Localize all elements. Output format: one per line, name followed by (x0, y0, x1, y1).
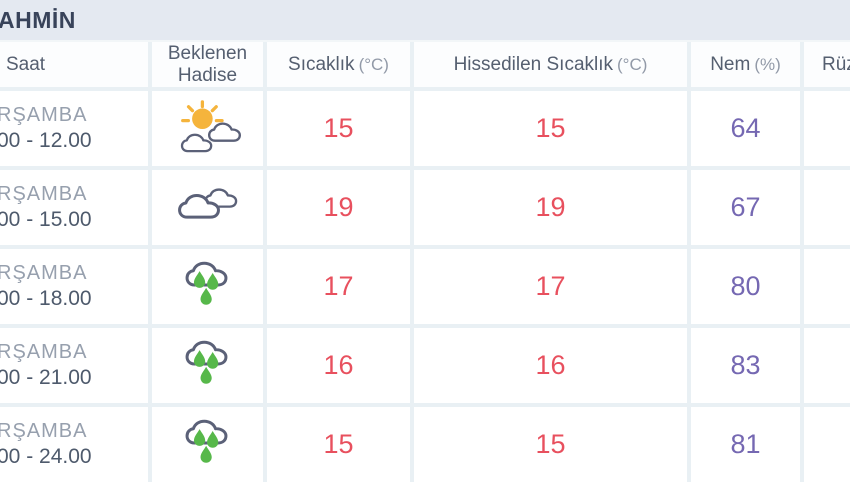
rain-icon (169, 258, 247, 316)
day-label: RŞAMBA (0, 341, 88, 363)
col-header-hissedilen: Hissedilen Sıcaklık (°C) (414, 42, 687, 87)
col-header-sicaklik-label: Sıcaklık (288, 53, 355, 75)
col-header-ruzgar-label: Rüz (822, 53, 850, 75)
temperature-value: 15 (267, 91, 410, 166)
title-band: AHMİN (0, 0, 850, 40)
humidity-value: 80 (691, 249, 800, 324)
wind-cell (804, 91, 850, 166)
page-title: AHMİN (0, 7, 76, 33)
partly-cloudy-icon (169, 100, 247, 158)
humidity-value: 83 (691, 328, 800, 403)
humidity-value: 81 (691, 407, 800, 482)
col-header-nem-label: Nem (710, 53, 751, 75)
feels-like-value: 15 (414, 407, 687, 482)
col-header-nem: Nem (%) (691, 42, 800, 87)
time-range: 00 - 21.00 (0, 366, 92, 389)
time-range: 00 - 24.00 (0, 445, 92, 468)
weather-icon-cell (152, 91, 263, 166)
temperature-value: 17 (267, 249, 410, 324)
temperature-value: 15 (267, 407, 410, 482)
time-range: 00 - 18.00 (0, 287, 92, 310)
temperature-value: 19 (267, 170, 410, 245)
weather-icon-cell (152, 170, 263, 245)
day-label: RŞAMBA (0, 183, 88, 205)
rain-icon (169, 416, 247, 474)
day-label: RŞAMBA (0, 262, 88, 284)
humidity-value: 64 (691, 91, 800, 166)
cloudy-icon (169, 179, 247, 237)
saat-cell: RŞAMBA 00 - 15.00 (0, 170, 148, 245)
col-header-nem-unit: (%) (754, 54, 781, 74)
day-label: RŞAMBA (0, 104, 88, 126)
saat-cell: RŞAMBA 00 - 18.00 (0, 249, 148, 324)
rain-icon (169, 337, 247, 395)
wind-cell (804, 170, 850, 245)
wind-cell (804, 407, 850, 482)
col-header-saat: Saat (0, 42, 148, 87)
humidity-value: 67 (691, 170, 800, 245)
forecast-table: Saat Beklenen Hadise Sıcaklık (°C) Hisse… (0, 42, 850, 482)
col-header-beklenen-hadise-label: Beklenen Hadise (167, 42, 248, 86)
day-label: RŞAMBA (0, 420, 88, 442)
feels-like-value: 15 (414, 91, 687, 166)
col-header-hissedilen-label: Hissedilen Sıcaklık (453, 53, 614, 75)
feels-like-value: 19 (414, 170, 687, 245)
weather-icon-cell (152, 328, 263, 403)
col-header-hissedilen-unit: (°C) (617, 54, 648, 74)
col-header-beklenen-hadise: Beklenen Hadise (152, 42, 263, 87)
saat-cell: RŞAMBA 00 - 21.00 (0, 328, 148, 403)
col-header-saat-label: Saat (6, 53, 46, 75)
weather-icon-cell (152, 407, 263, 482)
col-header-sicaklik: Sıcaklık (°C) (267, 42, 410, 87)
saat-cell: RŞAMBA 00 - 12.00 (0, 91, 148, 166)
feels-like-value: 16 (414, 328, 687, 403)
weather-icon-cell (152, 249, 263, 324)
time-range: 00 - 15.00 (0, 208, 92, 231)
feels-like-value: 17 (414, 249, 687, 324)
saat-cell: RŞAMBA 00 - 24.00 (0, 407, 148, 482)
wind-cell (804, 249, 850, 324)
col-header-sicaklik-unit: (°C) (358, 54, 389, 74)
temperature-value: 16 (267, 328, 410, 403)
time-range: 00 - 12.00 (0, 129, 92, 152)
col-header-ruzgar: Rüz (804, 42, 850, 87)
wind-cell (804, 328, 850, 403)
